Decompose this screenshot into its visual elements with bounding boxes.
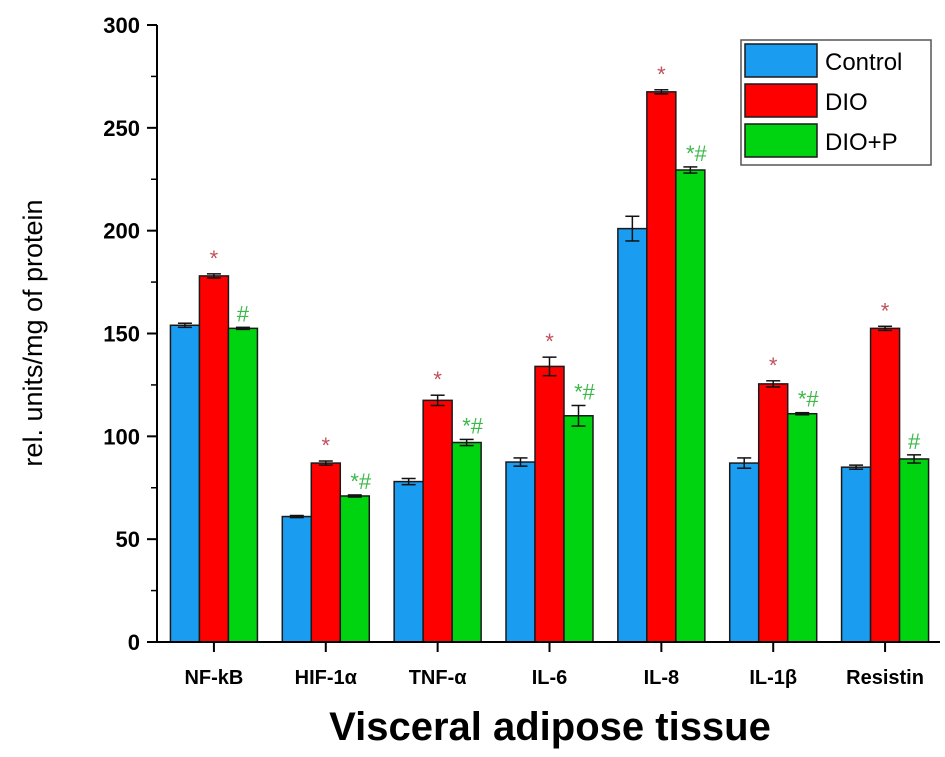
x-tick-label: IL-6: [532, 667, 568, 689]
bar-dio-p-6: [898, 458, 930, 643]
error-bar: [542, 356, 557, 377]
y-tick-label: 200: [103, 219, 140, 244]
bar-dio-p-1: [339, 495, 371, 643]
bar-dio-0: [198, 275, 230, 643]
legend-swatch-dio: [744, 83, 818, 118]
bar-dio-p-3: [563, 415, 594, 643]
x-tick-label: Resistin: [846, 667, 924, 689]
bar-dio-p-2: [451, 441, 482, 643]
bar-dio-1: [310, 462, 342, 643]
bar-dio-4: [646, 91, 677, 643]
significance-marker: *: [210, 246, 219, 271]
bar-control-6: [840, 466, 872, 643]
bar-dio-5: [757, 383, 789, 643]
error-bar: [206, 273, 221, 279]
x-tick-label: HIF-1α: [295, 667, 358, 689]
legend-swatch-dio-p: [744, 123, 818, 158]
bars-layer: [169, 89, 930, 643]
significance-marker: *#: [462, 413, 484, 438]
bar-dio-p-0: [227, 327, 259, 643]
legend-label: DIO: [825, 89, 868, 116]
significance-marker: *#: [798, 387, 820, 412]
x-tick-label: IL-1β: [749, 667, 797, 689]
significance-marker: *: [657, 62, 666, 87]
bar-dio-3: [534, 365, 565, 643]
y-tick-label: 250: [103, 116, 140, 141]
y-tick-label: 50: [116, 527, 140, 552]
error-bar: [347, 494, 362, 498]
significance-marker: *#: [350, 469, 372, 494]
error-bar: [289, 514, 304, 519]
error-bar: [235, 326, 250, 331]
error-bar: [766, 380, 781, 388]
significance-marker: #: [237, 301, 250, 326]
y-ticks: 0 50 100 150 200 250 300: [103, 13, 157, 655]
significance-marker: *: [322, 433, 331, 458]
significance-marker: *#: [574, 379, 596, 404]
significance-marker: *: [769, 353, 778, 378]
legend-label: DIO+P: [825, 129, 898, 156]
error-bar: [625, 215, 640, 242]
legend: Control DIO DIO+P: [740, 39, 932, 166]
error-bar: [430, 394, 445, 407]
bar-control-5: [728, 462, 760, 643]
y-axis-label: rel. units/mg of protein: [18, 199, 48, 466]
x-tick-label: IL-8: [644, 667, 680, 689]
error-bar: [459, 438, 474, 447]
bar-dio-6: [869, 327, 901, 643]
error-bar: [878, 325, 893, 332]
error-bar: [177, 322, 192, 329]
bar-dio-p-5: [786, 412, 818, 643]
significance-marker: #: [908, 429, 921, 454]
error-bar: [318, 460, 333, 466]
error-bar: [571, 404, 586, 427]
error-bar: [737, 457, 752, 469]
error-bar: [654, 89, 669, 95]
bar-control-1: [281, 515, 313, 643]
y-tick-label: 300: [103, 13, 140, 38]
bar-dio-p-4: [675, 169, 706, 643]
bar-control-0: [169, 324, 201, 643]
y-tick-label: 0: [128, 630, 140, 655]
significance-marker: *#: [686, 141, 708, 166]
legend-label: Control: [825, 49, 902, 76]
bar-control-2: [393, 480, 424, 643]
x-axis-label: Visceral adipose tissue: [329, 705, 771, 749]
bar-control-4: [617, 227, 648, 643]
significance-markers: *#**#**#**#**#**#*#: [210, 62, 921, 494]
x-tick-label: NF-kB: [184, 667, 243, 689]
error-bar: [513, 457, 528, 467]
bar-dio-2: [422, 399, 453, 643]
error-bar: [907, 454, 922, 464]
error-bar: [849, 464, 864, 470]
error-bar: [795, 411, 810, 416]
significance-marker: *: [545, 329, 554, 354]
bar-control-3: [505, 461, 536, 643]
x-tick-label: TNF-α: [409, 667, 468, 689]
error-bar: [401, 477, 416, 486]
error-bar: [683, 166, 698, 174]
significance-marker: *: [433, 367, 442, 392]
y-tick-label: 150: [103, 322, 140, 347]
y-tick-label: 100: [103, 424, 140, 449]
x-ticks: NF-kB HIF-1α TNF-α IL-6 IL-8 IL-1β Resistin: [184, 642, 924, 689]
legend-swatch-control: [744, 43, 818, 78]
significance-marker: *: [881, 298, 890, 323]
